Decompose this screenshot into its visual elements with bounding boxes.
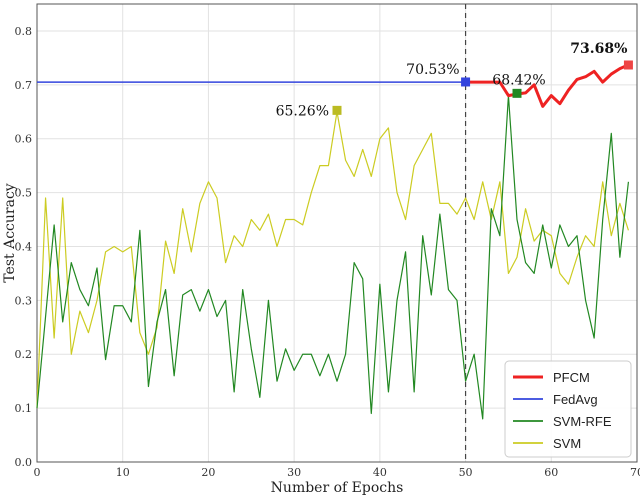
series-line-svm	[36, 111, 630, 409]
series-line-svm-rfe	[36, 94, 630, 420]
highlight-marker	[623, 60, 633, 70]
y-tick-label: 0.8	[15, 25, 33, 38]
legend-label: SVM-RFE	[553, 414, 612, 429]
x-tick-label: 70	[630, 466, 640, 479]
series-line-pfcm	[465, 63, 630, 108]
x-tick-label: 0	[34, 466, 41, 479]
highlight-markers: 65.26% 70.53% 68.42% 73.68%	[276, 41, 633, 119]
legend-label: FedAvg	[553, 392, 598, 407]
y-tick-label: 0.4	[15, 240, 33, 253]
x-tick-label: 50	[459, 466, 473, 479]
x-tick-label: 60	[544, 466, 558, 479]
y-axis-title: Test Accuracy	[2, 183, 18, 282]
y-tick-label: 0.1	[15, 402, 33, 415]
tick-labels: 0 10 20 30 40 50 60 70 0.0 0.1 0.2 0.3 0.4 0.5 0.6 0.7 0…	[15, 25, 640, 479]
legend: PFCM FedAvg SVM-RFE SVM	[504, 360, 632, 458]
legend-box	[504, 360, 632, 458]
highlight-label: 68.42%	[492, 72, 545, 88]
y-tick-label: 0.7	[15, 79, 33, 92]
x-axis-title: Number of Epochs	[271, 480, 404, 496]
highlight-marker	[332, 105, 342, 115]
x-tick-label: 40	[373, 466, 387, 479]
y-tick-label: 0.2	[15, 348, 33, 361]
legend-label: SVM	[553, 436, 581, 451]
highlight-label: 65.26%	[276, 103, 329, 119]
legend-label: PFCM	[553, 370, 590, 385]
x-tick-label: 10	[116, 466, 130, 479]
highlight-label: 70.53%	[406, 62, 459, 78]
y-tick-label: 0.6	[15, 133, 33, 146]
highlight-marker	[461, 77, 471, 87]
highlight-marker	[512, 88, 522, 98]
x-tick-label: 30	[287, 466, 301, 479]
x-tick-label: 20	[201, 466, 215, 479]
highlight-label: 73.68%	[570, 41, 627, 57]
y-tick-label: 0.3	[15, 294, 33, 307]
y-tick-label: 0.0	[15, 456, 33, 469]
y-tick-label: 0.5	[15, 187, 33, 200]
plot-frame	[36, 3, 638, 463]
series-lines	[36, 63, 630, 420]
